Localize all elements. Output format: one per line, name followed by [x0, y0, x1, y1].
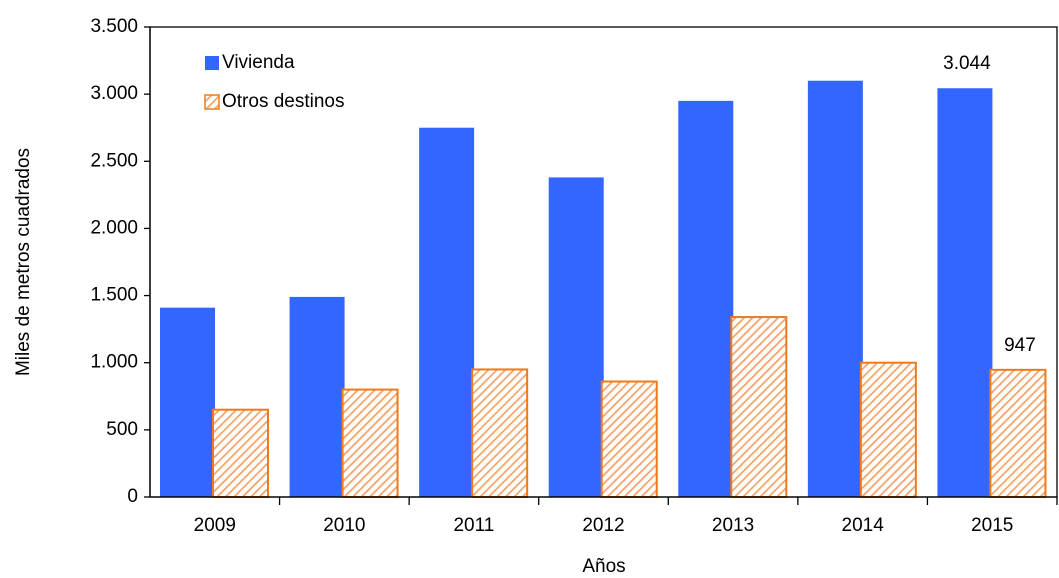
y-tick-label: 1.000: [90, 352, 138, 373]
bar: [341, 388, 399, 499]
bar: [212, 408, 269, 499]
y-axis-label: Miles de metros cuadrados: [13, 148, 34, 376]
legend-label: Vivienda: [222, 52, 295, 73]
bar: [419, 127, 475, 497]
y-tick-label: 3.500: [90, 16, 138, 37]
bar: [989, 368, 1047, 498]
x-tick-label: 2010: [323, 515, 365, 536]
bar: [730, 316, 788, 498]
x-tick-label: 2012: [582, 515, 624, 536]
bar: [471, 368, 529, 498]
x-tick-label: 2013: [712, 515, 754, 536]
x-axis-label: Años: [582, 556, 625, 577]
x-tick-label: 2009: [194, 515, 236, 536]
x-tick-label: 2015: [971, 515, 1013, 536]
bar: [937, 88, 993, 497]
legend-label: Otros destinos: [222, 91, 345, 112]
x-tick-label: 2011: [453, 515, 494, 536]
y-tick-label: 1.500: [90, 285, 138, 306]
plot-frame: [149, 26, 1058, 498]
bar: [600, 380, 658, 498]
y-tick-label: 3.000: [90, 83, 138, 104]
y-tick-label: 0: [127, 486, 138, 507]
bar: [160, 307, 215, 497]
bar: [859, 361, 917, 499]
x-tick-label: 2014: [842, 515, 885, 536]
bar: [548, 177, 604, 497]
y-tick-label: 500: [106, 419, 138, 440]
bar: [807, 80, 863, 497]
bar: [678, 100, 734, 497]
legend-swatch: [205, 56, 219, 70]
data-label: 947: [1004, 335, 1036, 356]
bar: [289, 296, 345, 497]
y-tick-label: 2.500: [90, 150, 138, 171]
y-tick-label: 2.000: [90, 217, 138, 238]
data-label: 3.044: [943, 53, 991, 74]
legend-swatch: [204, 94, 220, 110]
